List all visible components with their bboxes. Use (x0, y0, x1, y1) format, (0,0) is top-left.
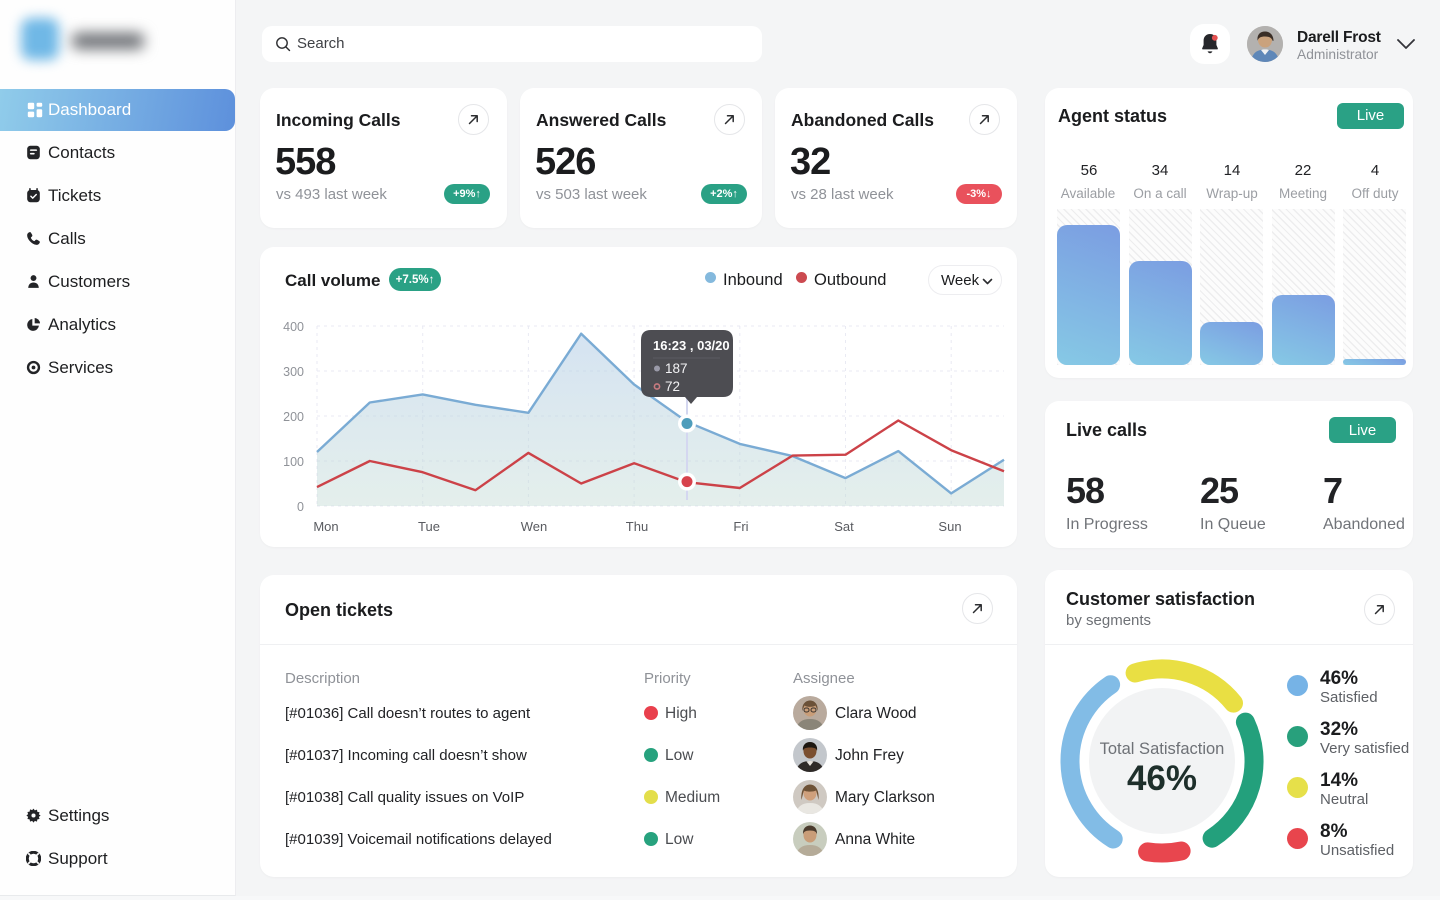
svg-text:Tue: Tue (418, 519, 440, 534)
svg-text:100: 100 (283, 455, 304, 469)
svg-text:200: 200 (283, 410, 304, 424)
svg-text:300: 300 (283, 365, 304, 379)
svg-text:16:23 , 03/20: 16:23 , 03/20 (653, 338, 730, 353)
svg-text:400: 400 (283, 320, 304, 334)
svg-text:46%: 46% (1127, 759, 1197, 798)
svg-text:0: 0 (297, 500, 304, 514)
svg-text:Sat: Sat (834, 519, 854, 534)
svg-text:Wen: Wen (521, 519, 548, 534)
svg-text:72: 72 (665, 379, 680, 394)
svg-text:Sun: Sun (938, 519, 961, 534)
svg-text:Mon: Mon (313, 519, 338, 534)
svg-text:187: 187 (665, 361, 688, 376)
svg-text:Total Satisfaction: Total Satisfaction (1100, 740, 1225, 758)
svg-text:Fri: Fri (733, 519, 748, 534)
svg-text:Thu: Thu (626, 519, 648, 534)
